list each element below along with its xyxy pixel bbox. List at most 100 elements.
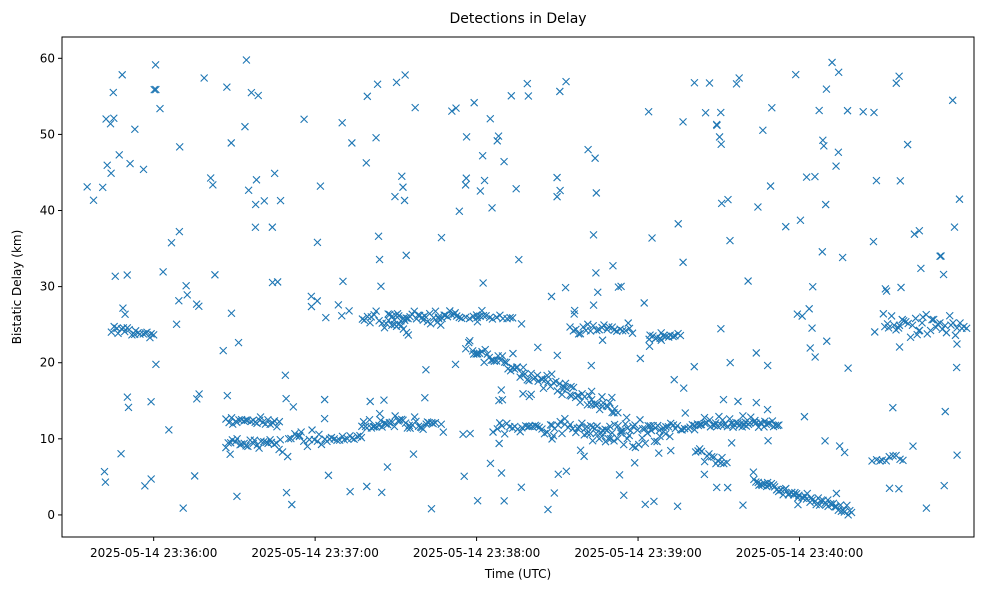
data-point: [439, 428, 448, 437]
data-point: [109, 114, 118, 123]
data-point: [106, 119, 115, 128]
data-point: [549, 431, 558, 440]
data-point: [628, 422, 637, 431]
data-point: [495, 396, 503, 405]
data-point: [547, 370, 556, 379]
data-point: [774, 487, 783, 496]
data-point: [406, 424, 415, 433]
data-point: [500, 157, 508, 166]
data-point: [869, 237, 878, 246]
data-point: [390, 422, 399, 431]
data-point: [251, 223, 260, 232]
data-point: [147, 397, 155, 406]
data-point: [385, 418, 394, 427]
data-point: [885, 484, 894, 493]
data-point: [591, 154, 599, 163]
data-point: [904, 319, 913, 328]
data-point: [844, 510, 853, 519]
data-point: [662, 422, 670, 431]
data-point: [705, 79, 714, 87]
data-point: [473, 313, 482, 322]
data-point: [544, 505, 552, 514]
data-point: [523, 79, 532, 88]
data-point: [576, 398, 585, 407]
data-point: [955, 195, 964, 204]
data-point: [366, 397, 375, 406]
data-point: [894, 324, 903, 332]
data-point: [179, 504, 188, 512]
data-point: [618, 427, 627, 435]
data-point: [521, 370, 529, 378]
data-point: [553, 192, 561, 201]
data-point: [754, 203, 762, 211]
data-point: [233, 492, 241, 501]
data-point: [716, 108, 725, 117]
data-point: [486, 459, 495, 468]
data-point: [823, 496, 832, 504]
data-point: [156, 104, 164, 113]
data-point: [679, 117, 687, 126]
data-point: [555, 379, 564, 388]
data-point: [636, 415, 644, 424]
data-point: [547, 292, 556, 301]
data-point: [621, 420, 630, 428]
data-point: [859, 107, 868, 116]
data-point: [384, 310, 393, 318]
data-point: [427, 504, 436, 513]
data-point: [641, 439, 650, 448]
data-point: [942, 328, 951, 337]
data-point: [273, 422, 281, 431]
data-point: [614, 421, 623, 430]
data-point: [653, 421, 662, 430]
data-point: [100, 467, 109, 476]
data-point: [794, 500, 802, 509]
data-point: [518, 369, 526, 378]
data-point: [741, 418, 750, 426]
y-axis: 0 10 20 30 40 50 60: [40, 51, 62, 522]
data-point: [832, 503, 840, 511]
data-point: [348, 434, 356, 443]
data-point: [109, 88, 118, 97]
data-point: [394, 311, 403, 320]
data-point: [592, 326, 601, 335]
data-point: [834, 148, 843, 157]
data-point: [481, 345, 490, 354]
data-point: [243, 442, 252, 451]
data-point: [89, 196, 98, 205]
data-point: [803, 489, 812, 498]
data-point: [840, 448, 849, 457]
data-point: [626, 426, 635, 435]
data-point: [175, 142, 184, 151]
data-point: [766, 182, 775, 190]
data-point: [399, 183, 407, 192]
data-point: [514, 255, 523, 264]
data-point: [719, 395, 728, 404]
data-point: [377, 282, 385, 291]
data-point: [710, 421, 719, 430]
data-point: [211, 270, 219, 279]
data-point: [476, 187, 485, 195]
data-point: [822, 85, 831, 94]
data-point: [952, 363, 961, 372]
data-point: [429, 419, 438, 428]
data-point: [486, 114, 495, 123]
data-point: [800, 412, 809, 421]
data-point: [598, 432, 606, 441]
data-point: [617, 282, 625, 291]
data-point: [592, 268, 600, 277]
data-point: [646, 422, 655, 430]
x-tick-label: 2025-05-14 23:37:00: [251, 546, 378, 560]
data-point: [758, 126, 767, 135]
data-point: [316, 182, 325, 191]
data-point: [879, 309, 888, 318]
data-point: [712, 483, 721, 492]
data-point: [752, 349, 761, 357]
data-point: [497, 469, 506, 477]
data-point: [726, 236, 734, 245]
data-point: [838, 253, 847, 262]
data-point: [732, 79, 741, 88]
data-point: [648, 234, 656, 242]
data-point: [250, 436, 259, 445]
data-point: [287, 434, 295, 443]
data-point: [83, 182, 92, 191]
